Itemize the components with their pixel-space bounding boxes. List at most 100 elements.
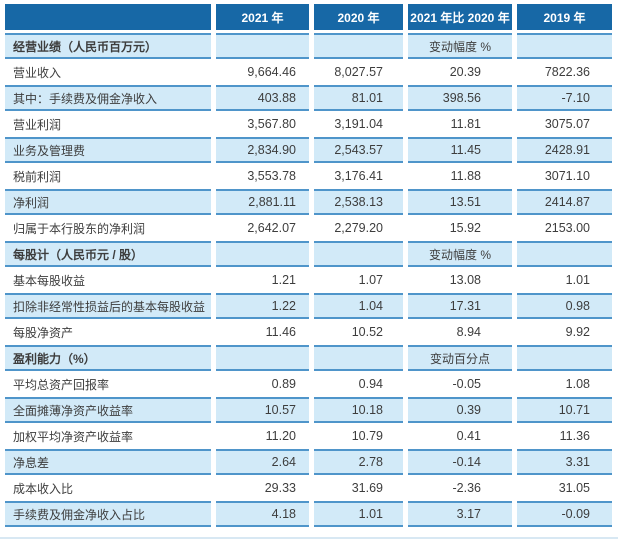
cell-value: 13.51 [408,189,512,215]
cell-value: 2,834.90 [216,137,309,163]
row-label: 业务及管理费 [5,137,211,163]
empty-cell [216,33,309,59]
cell-value: -0.09 [517,501,612,527]
cell-value: 2428.91 [517,137,612,163]
column-header-2021: 2021 年 [216,4,309,30]
cell-value: 3,553.78 [247,169,296,183]
cell-value: 0.98 [517,293,612,319]
cell-value: 3071.10 [544,169,590,183]
section-title: 盈利能力（%） [5,345,211,371]
cell-value: 3.17 [408,501,512,527]
data-row: 营业收入 9,664.46 8,027.57 20.39 7822.36 [5,59,612,85]
row-label: 净息差 [5,449,211,475]
data-row: 成本收入比 29.33 31.69 -2.36 31.05 [5,475,612,501]
cell-value: 7822.36 [544,65,590,79]
cell-value: 2,279.20 [334,221,383,235]
cell-value: 2153.00 [544,221,590,235]
row-label: 每股净资产 [13,325,74,340]
cell-value: 3,176.41 [334,169,383,183]
cell-value: 398.56 [408,85,512,111]
column-header-2020: 2020 年 [314,4,403,30]
cell-value: 8,027.57 [334,65,383,79]
cell-value: 17.31 [408,293,512,319]
section-note: 变动幅度 % [408,33,512,59]
cell-value: 9.92 [565,325,590,339]
row-label: 手续费及佣金净收入占比 [5,501,211,527]
cell-value: 1.21 [271,273,296,287]
cell-value: 0.39 [408,397,512,423]
page-edge-line [0,537,618,539]
row-label: 归属于本行股东的净利润 [13,221,146,236]
cell-value: 3.31 [517,449,612,475]
cell-value: 10.52 [351,325,383,339]
cell-value: 11.45 [408,137,512,163]
cell-value: 2,881.11 [216,189,309,215]
cell-value: 4.18 [216,501,309,527]
cell-value: -2.36 [452,481,482,495]
column-header-2019: 2019 年 [517,4,612,30]
cell-value: 2414.87 [517,189,612,215]
section-header-row: 盈利能力（%） 变动百分点 [5,345,612,371]
empty-cell [314,33,403,59]
data-row: 净利润 2,881.11 2,538.13 13.51 2414.87 [5,189,612,215]
data-row: 每股净资产 11.46 10.52 8.94 9.92 [5,319,612,345]
row-label: 平均总资产回报率 [13,377,110,392]
cell-value: 11.46 [265,325,296,339]
cell-value: 81.01 [314,85,403,111]
cell-value: 31.69 [351,481,383,495]
data-row: 其中：手续费及佣金净收入 403.88 81.01 398.56 -7.10 [5,85,612,111]
row-label: 基本每股收益 [13,273,86,288]
empty-cell [314,241,403,267]
cell-value: 11.81 [450,117,481,131]
cell-value: 3075.07 [544,117,590,131]
data-row: 基本每股收益 1.21 1.07 13.08 1.01 [5,267,612,293]
cell-value: 0.41 [456,429,481,443]
row-label: 净利润 [5,189,211,215]
cell-value: 403.88 [216,85,309,111]
section-header-row: 每股计（人民币元 / 股） 变动幅度 % [5,241,612,267]
row-label: 扣除非经常性损益后的基本每股收益 [5,293,211,319]
section-note: 变动幅度 % [408,241,512,267]
cell-value: 0.94 [358,377,383,391]
section-header-row: 经营业绩（人民币百万元） 变动幅度 % [5,33,612,59]
data-row: 营业利润 3,567.80 3,191.04 11.81 3075.07 [5,111,612,137]
section-note: 变动百分点 [408,345,512,371]
row-label: 营业利润 [13,117,62,132]
data-row: 平均总资产回报率 0.89 0.94 -0.05 1.08 [5,371,612,397]
cell-value: 1.01 [314,501,403,527]
cell-value: 11.36 [559,429,590,443]
row-label: 加权平均净资产收益率 [13,429,134,444]
empty-cell [314,345,403,371]
data-row: 净息差 2.64 2.78 -0.14 3.31 [5,449,612,475]
data-row: 加权平均净资产收益率 11.20 10.79 0.41 11.36 [5,423,612,449]
section-title: 经营业绩（人民币百万元） [5,33,211,59]
cell-value: -0.14 [408,449,512,475]
column-header-2021-vs-2020: 2021 年比 2020 年 [408,4,512,30]
empty-cell [517,241,612,267]
cell-value: 29.33 [264,481,296,495]
cell-value: -0.05 [452,377,482,391]
cell-value: 9,664.46 [247,65,296,79]
cell-value: 2,538.13 [314,189,403,215]
cell-value: 13.08 [449,273,481,287]
row-label: 全面摊薄净资产收益率 [5,397,211,423]
row-label: 成本收入比 [13,481,74,496]
cell-value: 20.39 [449,65,481,79]
data-row: 业务及管理费 2,834.90 2,543.57 11.45 2428.91 [5,137,612,163]
cell-value: 2,642.07 [247,221,296,235]
table-header-row: 2021 年 2020 年 2021 年比 2020 年 2019 年 [5,4,612,30]
cell-value: 11.20 [265,429,296,443]
cell-value: 1.08 [565,377,590,391]
cell-value: 1.04 [314,293,403,319]
cell-value: 11.88 [450,169,481,183]
cell-value: 10.18 [314,397,403,423]
data-row: 归属于本行股东的净利润 2,642.07 2,279.20 15.92 2153.00 [5,215,612,241]
row-label: 其中：手续费及佣金净收入 [5,85,211,111]
cell-value: 10.57 [216,397,309,423]
data-row: 税前利润 3,553.78 3,176.41 11.88 3071.10 [5,163,612,189]
cell-value: 31.05 [558,481,590,495]
data-row: 扣除非经常性损益后的基本每股收益 1.22 1.04 17.31 0.98 [5,293,612,319]
financial-summary-table: 2021 年 2020 年 2021 年比 2020 年 2019 年 经营业绩… [5,4,612,527]
cell-value: 1.07 [358,273,383,287]
